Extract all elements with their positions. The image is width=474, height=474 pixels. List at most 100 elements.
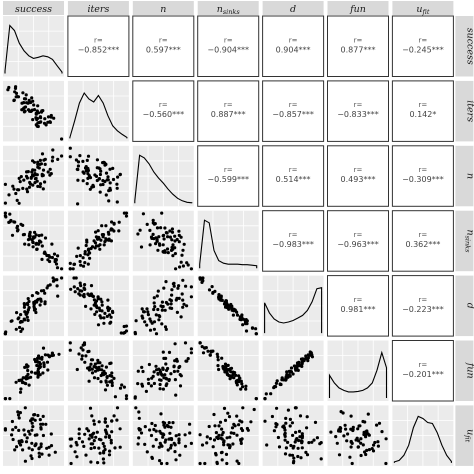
scatter-point [164, 280, 168, 284]
scatter-point [109, 228, 113, 232]
scatter-point [73, 290, 77, 294]
scatter-point [110, 430, 114, 434]
scatter-point [14, 380, 18, 384]
scatter-point [220, 458, 224, 462]
scatter-point [83, 287, 87, 291]
scatter-point [40, 152, 45, 156]
scatter-point [289, 366, 294, 370]
scatter-point [337, 453, 342, 457]
scatter-point [161, 243, 165, 247]
scatter-point [140, 307, 144, 311]
correlation-panel [327, 80, 389, 142]
scatter-point [26, 108, 31, 112]
scatter-point [145, 450, 149, 454]
scatter-point [93, 312, 97, 316]
scatter-point [168, 235, 172, 239]
scatter-point [81, 343, 85, 347]
correlation-label: r= [159, 36, 168, 44]
scatter-point [292, 456, 296, 460]
scatter-point [178, 384, 183, 388]
scatter-point [76, 160, 81, 164]
scatter-point [38, 365, 43, 369]
scatter-point [85, 158, 89, 162]
scatter-point [80, 440, 85, 444]
scatter-point [33, 230, 37, 234]
scatter-point [276, 435, 280, 440]
scatter-point [83, 250, 87, 254]
scatter-point [38, 303, 42, 307]
scatter-points [198, 406, 256, 466]
scatter-point [31, 99, 35, 103]
scatter-point [225, 436, 229, 440]
correlation-label: r= [354, 231, 363, 239]
scatter-point [151, 232, 155, 236]
scatter-point [35, 433, 39, 437]
scatter-point [305, 426, 309, 430]
scatter-point [254, 327, 258, 331]
scatter-point [12, 98, 16, 102]
scatter-point [43, 291, 47, 295]
scatter-point [138, 428, 142, 432]
scatter-point [4, 215, 8, 219]
scatter-point [141, 369, 145, 374]
scatter-point [177, 433, 181, 437]
correlation-value: 0.597*** [146, 45, 181, 54]
scatter-point [86, 154, 91, 158]
scatter-points [3, 346, 61, 401]
correlation-panel [132, 80, 195, 142]
scatter-point [371, 449, 376, 453]
scatter-point [8, 212, 12, 216]
scatter-point [237, 380, 241, 384]
scatter-point [38, 418, 42, 422]
scatter-point [90, 414, 94, 418]
scatter-points [136, 211, 193, 271]
scatter-point [343, 423, 347, 427]
scatter-point [107, 453, 112, 457]
scatter-point [183, 341, 188, 345]
scatter-point [165, 247, 170, 251]
scatter-point [98, 167, 102, 171]
correlation-value: 0.904*** [276, 45, 311, 54]
scatter-point [122, 385, 126, 389]
scatter-point [349, 440, 353, 444]
scatter-point [222, 443, 226, 447]
scatter-point [91, 432, 95, 436]
scatter-point [308, 353, 312, 357]
scatter-point [139, 431, 144, 435]
scatter-point [376, 440, 380, 444]
scatter-point [237, 423, 241, 427]
scatter-point [119, 331, 123, 335]
scatter-point [284, 377, 288, 381]
scatter-point [305, 453, 310, 457]
scatter-point [38, 185, 42, 189]
scatter-point [158, 387, 162, 391]
scatter-point [123, 330, 127, 335]
scatter-point [107, 434, 111, 438]
scatter-point [16, 410, 20, 414]
scatter-point [48, 354, 52, 358]
correlation-label: r= [94, 36, 103, 44]
scatter-point [137, 436, 141, 440]
scatter-point [47, 453, 51, 457]
scatter-point [7, 193, 11, 197]
scatter-point [155, 226, 160, 230]
scatter-point [160, 305, 165, 309]
scatter-point [88, 187, 92, 191]
scatter-point [68, 341, 72, 345]
scatter-point [83, 166, 88, 170]
scatter-point [136, 232, 140, 236]
scatter-point [81, 348, 85, 352]
scatter-point [100, 364, 104, 368]
scatter-point [174, 393, 178, 397]
correlation-panel [132, 15, 195, 77]
scatter-point [108, 181, 112, 185]
scatter-point [22, 178, 26, 182]
scatter-point [88, 406, 93, 410]
scatter-point [183, 433, 187, 437]
scatter-point [112, 221, 116, 225]
scatter-point [292, 459, 296, 463]
scatter-point [152, 370, 156, 374]
scatter-point [227, 307, 231, 311]
scatter-point [103, 311, 107, 315]
scatter-point [155, 368, 159, 372]
